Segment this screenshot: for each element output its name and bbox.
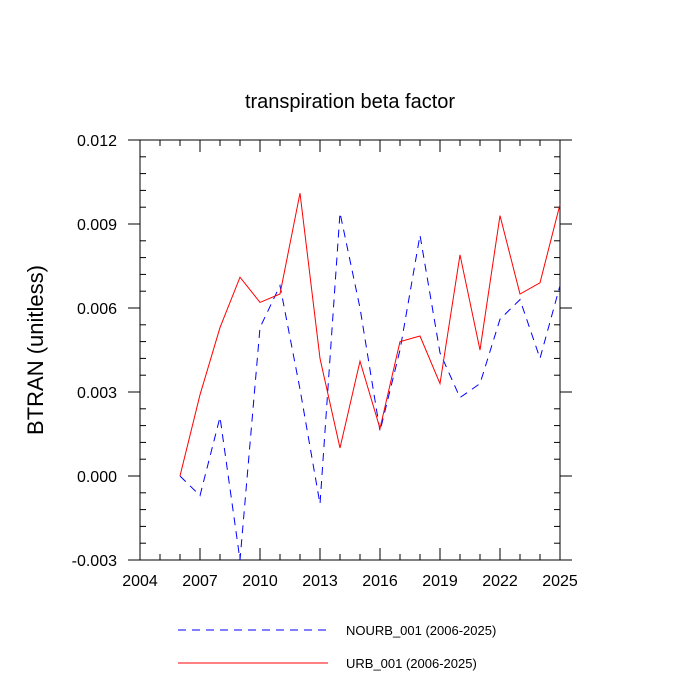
x-tick-label: 2007 (182, 573, 218, 590)
chart-title: transpiration beta factor (245, 91, 455, 113)
x-tick-label: 2025 (542, 573, 578, 590)
x-tick-label: 2013 (302, 573, 338, 590)
series-line-urb (179, 193, 561, 477)
x-tick-label: 2022 (482, 573, 518, 590)
legend-label-urb: URB_001 (2006-2025) (346, 656, 477, 671)
x-tick-label: 2010 (242, 573, 278, 590)
series-layer (179, 193, 561, 561)
x-tick-label: 2004 (122, 573, 158, 590)
y-tick-label: 0.003 (77, 385, 117, 402)
y-tick-label: 0.000 (77, 469, 117, 486)
x-tick-label: 2016 (362, 573, 398, 590)
y-tick-label: 0.009 (77, 217, 117, 234)
legend-label-nourb: NOURB_001 (2006-2025) (346, 623, 496, 638)
y-tick-label: 0.006 (77, 301, 117, 318)
y-tick-label: 0.012 (77, 133, 117, 150)
axis-ticks: 2004 2007 2010 2013 2016 2019 2022 2025 -0.003 0.… (72, 133, 578, 590)
series-line-nourb (179, 212, 561, 561)
legend: NOURB_001 (2006-2025) URB_001 (2006-2025) (178, 623, 496, 671)
y-axis-label: BTRAN (unitless) (23, 265, 48, 435)
x-tick-label: 2019 (422, 573, 458, 590)
y-tick-label: -0.003 (72, 553, 117, 570)
plot-frame (139, 139, 561, 561)
